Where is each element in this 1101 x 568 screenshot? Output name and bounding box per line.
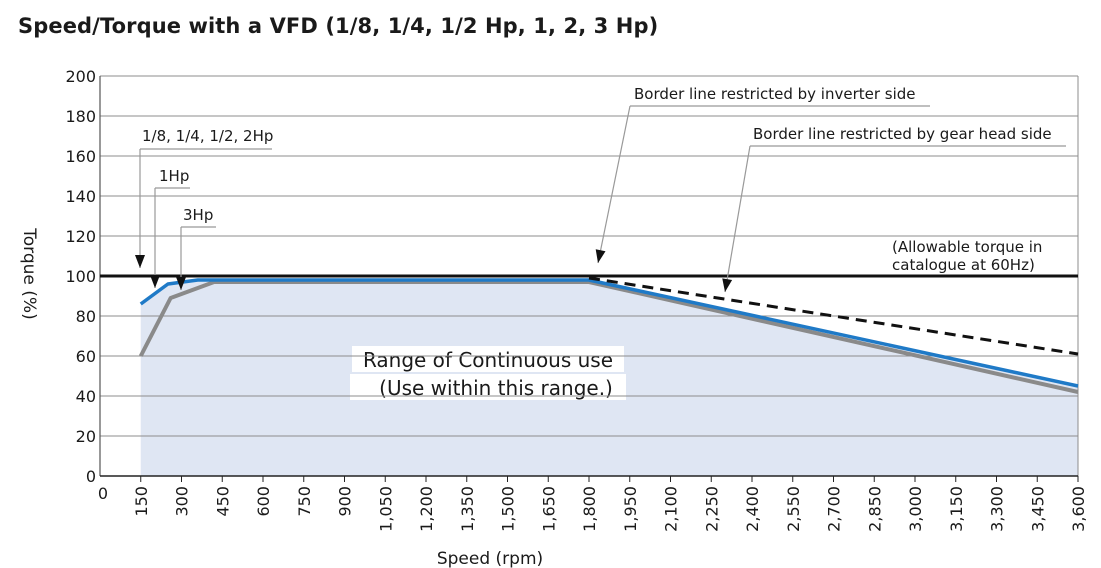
hp-small-label: 1/8, 1/4, 1/2, 2Hp [142,127,273,145]
x-tick-label: 3,450 [1028,486,1047,532]
hp-3-arrow [176,277,186,290]
x-tick-label: 2,850 [865,486,884,532]
x-tick-label: 2,100 [662,486,681,532]
y-axis-label: Torque (%) [19,227,39,319]
x-tick-label: 1,350 [458,486,477,532]
x-tick-label: 1,500 [499,486,518,532]
annotations: 1/8, 1/4, 1/2, 2Hp 1Hp 3Hp Border line rest… [135,85,1066,293]
x-tick-label: 300 [173,486,192,517]
x-tick-label: 2,700 [825,486,844,532]
inverter-border-leader [597,105,631,264]
y-tick-label: 80 [76,307,96,326]
x-tick-label: 1,950 [621,486,640,532]
allowable-note: catalogue at 60Hz) [892,256,1035,274]
y-tick-label: 0 [86,467,96,486]
x-tick-label: 3,600 [1069,486,1088,532]
gear-border-leader [724,145,751,293]
y-tick-label: 60 [76,347,96,366]
y-tick-label: 40 [76,387,96,406]
continuous-use-region: Range of Continuous use(Use within this … [140,280,1078,476]
x-tick-label: 750 [295,486,314,517]
y-tick-label: 100 [65,267,96,286]
gear-head-limit-dashed [588,276,1079,356]
region-label: Range of Continuous use [363,348,613,372]
y-tick-label: 20 [76,427,96,446]
hp-1-arrow [150,275,160,288]
y-tick-label: 140 [65,187,96,206]
axes: 0 20 40 60 80 100 120 140 160 180 200 150 300 450 600 7… [19,67,1088,568]
x-tick-label: 1,650 [539,486,558,532]
x-tick-label: 150 [132,486,151,517]
inverter-border-label: Border line restricted by inverter side [634,85,916,103]
allowable-note: (Allowable torque in [892,238,1042,256]
inverter-border-curve [139,278,1079,388]
x-tick-label: 2,250 [702,486,721,532]
x-tick-label: 1,200 [417,486,436,532]
hp-small-arrow [135,255,145,268]
x-tick-label: 2,400 [743,486,762,532]
hp-1-label: 1Hp [159,167,189,185]
y-tick-label: 180 [65,107,96,126]
hp-3-label: 3Hp [183,206,213,224]
chart-title: Speed/Torque with a VFD (1/8, 1/4, 1/2 H… [18,14,659,38]
x-tick-label: 1,050 [376,486,395,532]
data-series [100,274,1079,394]
x-tick-label: 450 [213,486,232,517]
y-tick-label: 200 [65,67,96,86]
y-tick-label: 160 [65,147,96,166]
inverter-border-arrow [595,249,606,263]
x-origin-label: 0 [98,484,108,503]
gear-head-border-curve [138,280,1079,394]
gear-border-arrow [722,278,733,292]
gear-border-label: Border line restricted by gear head side [753,125,1052,143]
y-tick-label: 120 [65,227,96,246]
x-tick-label: 900 [336,486,355,517]
x-tick-label: 2,550 [784,486,803,532]
region-label-bg [352,346,624,372]
x-tick-label: 3,000 [906,486,925,532]
x-axis-label: Speed (rpm) [437,549,543,568]
x-tick-label: 1,800 [580,486,599,532]
x-tick-label: 600 [254,486,273,517]
x-tick-label: 3,300 [988,486,1007,532]
x-tick-label: 3,150 [947,486,966,532]
